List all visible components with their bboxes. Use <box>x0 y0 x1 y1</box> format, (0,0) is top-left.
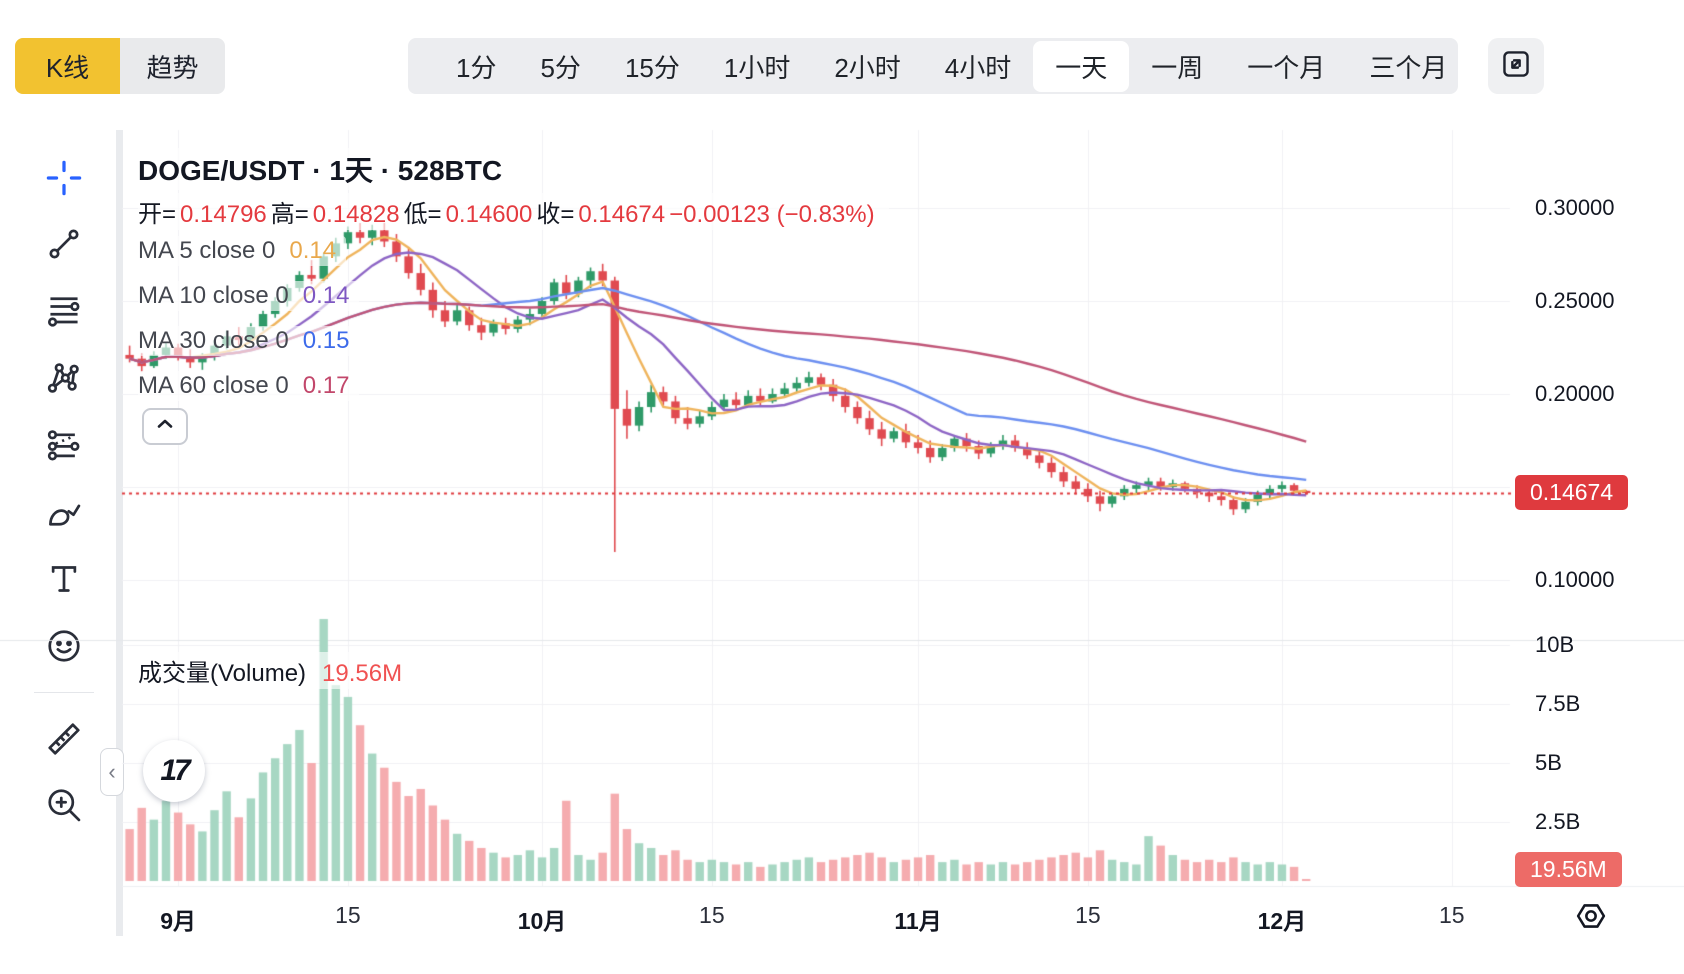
ohlc-label: 低= <box>403 201 442 228</box>
ohlc-label: 收= <box>536 201 575 228</box>
ma-label: MA 5 close 0 <box>138 237 276 264</box>
time-axis-label: 15 <box>335 902 361 928</box>
time-axis-label: 15 <box>699 902 725 928</box>
price-axis-label: 0.20000 <box>1535 381 1615 406</box>
ma-value: 0.15 <box>302 327 350 354</box>
ma-label: MA 10 close 0 <box>138 282 289 309</box>
volume-axis-label: 5B <box>1535 750 1562 775</box>
ma-10-legend-row: MA 10 close 0 0.14 <box>138 281 360 311</box>
time-axis-label: 11月 <box>894 908 942 934</box>
legend-collapse-button[interactable] <box>142 408 188 445</box>
volume-label: 成交量(Volume) <box>138 660 307 687</box>
ma-label: MA 60 close 0 <box>138 372 289 399</box>
last-price-badge: 0.14674 <box>1515 475 1629 511</box>
volume-value: 19.56M <box>322 660 403 687</box>
volume-legend: 成交量(Volume) 19.56M <box>138 652 413 689</box>
chevron-up-icon <box>153 412 177 441</box>
last-volume-badge: 19.56M <box>1515 852 1622 887</box>
price-axis-label: 0.25000 <box>1535 288 1615 313</box>
ma-value: 0.17 <box>302 372 350 399</box>
symbol-title: DOGE/USDT · 1天 · 528BTC <box>138 148 513 190</box>
ma-label: MA 30 close 0 <box>138 327 289 354</box>
ohlc-value: 0.14828 <box>312 201 400 228</box>
ohlc-value: 0.14674 <box>578 201 666 228</box>
ohlc-readout: 开= 0.14796 高= 0.14828 低= 0.14600 收= 0.14674 −0.0… <box>138 193 889 230</box>
volume-axis-label: 10B <box>1535 632 1575 657</box>
ohlc-value: 0.14796 <box>180 201 267 228</box>
ma-value: 0.14 <box>302 282 350 309</box>
time-axis-label: 10月 <box>517 908 567 934</box>
ohlc-label: 开= <box>138 201 177 228</box>
ohlc-label: 高= <box>270 201 309 228</box>
gear-icon <box>1573 898 1609 939</box>
time-axis-label: 15 <box>1438 902 1465 928</box>
volume-axis-label: 2.5B <box>1535 809 1581 834</box>
time-axis-label: 9月 <box>160 908 197 934</box>
volume-axis-label: 7.5B <box>1535 691 1581 716</box>
tradingview-logo[interactable]: 17 <box>143 740 205 802</box>
ma-30-legend-row: MA 30 close 0 0.15 <box>138 326 360 356</box>
ohlc-value: 0.14600 <box>445 201 533 228</box>
time-axis-label: 12月 <box>1257 908 1307 934</box>
ma-5-legend-row: MA 5 close 0 0.14 <box>138 236 347 266</box>
ma-60-legend-row: MA 60 close 0 0.17 <box>138 371 360 401</box>
time-axis-label: 15 <box>1075 902 1101 928</box>
ohlc-value: −0.00123 (−0.83%) <box>669 201 875 228</box>
settings-button[interactable] <box>1572 899 1610 937</box>
price-axis-label: 0.10000 <box>1535 567 1615 592</box>
price-axis-label: 0.30000 <box>1535 195 1615 220</box>
ma-value: 0.14 <box>289 237 337 264</box>
